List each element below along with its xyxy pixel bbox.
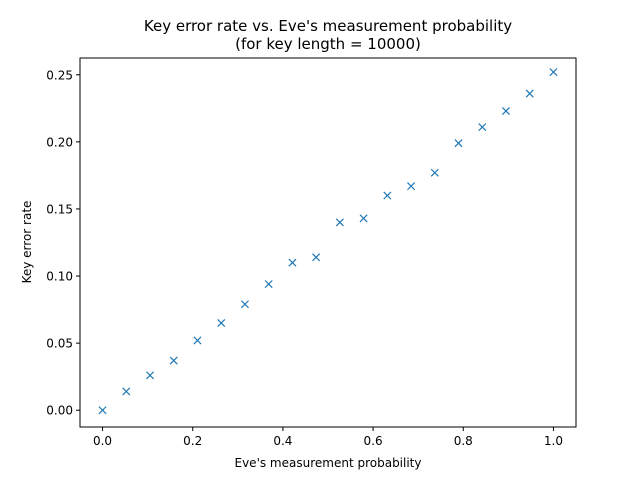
y-axis-label: Key error rate: [20, 201, 34, 284]
data-point: [98, 406, 107, 415]
data-point: [454, 139, 463, 148]
data-point: [312, 253, 321, 262]
data-point: [122, 387, 131, 396]
y-tick-label: 0.00: [46, 404, 73, 418]
data-point: [264, 280, 273, 289]
x-tick-label: 1.0: [544, 434, 563, 448]
data-point: [169, 356, 178, 365]
data-point: [525, 89, 534, 98]
x-tick-label: 0.6: [364, 434, 383, 448]
chart-title-line-2: (for key length = 10000): [235, 35, 421, 53]
data-point: [146, 371, 155, 380]
x-tick-label: 0.0: [93, 434, 112, 448]
y-axis-ticks: 0.00 0.05 0.10 0.15 0.20 0.25: [46, 68, 80, 418]
data-point: [240, 300, 249, 309]
plot-area-frame: [79, 57, 577, 428]
data-point: [549, 68, 558, 77]
x-axis-ticks: 0.0 0.2 0.4 0.6 0.8 1.0: [93, 427, 563, 448]
x-tick-label: 0.4: [273, 434, 292, 448]
data-point: [335, 218, 344, 227]
data-points: [98, 68, 558, 415]
data-point: [478, 123, 487, 132]
data-point: [217, 318, 226, 328]
y-tick-label: 0.20: [46, 135, 73, 149]
y-tick-label: 0.25: [46, 68, 73, 82]
y-tick-label: 0.15: [46, 202, 73, 216]
y-tick-label: 0.05: [46, 337, 73, 351]
x-tick-label: 0.2: [183, 434, 202, 448]
data-point: [501, 106, 510, 116]
data-point: [359, 214, 368, 223]
chart-title-line-1: Key error rate vs. Eve's measurement pro…: [144, 17, 512, 35]
data-point: [407, 182, 416, 191]
chart-title: Key error rate vs. Eve's measurement pro…: [144, 17, 512, 53]
data-point: [288, 258, 297, 267]
x-tick-label: 0.8: [454, 434, 473, 448]
data-point: [430, 168, 439, 177]
y-tick-label: 0.10: [46, 270, 73, 284]
data-point: [383, 191, 392, 200]
data-point: [193, 336, 202, 345]
x-axis-label: Eve's measurement probability: [235, 456, 422, 470]
